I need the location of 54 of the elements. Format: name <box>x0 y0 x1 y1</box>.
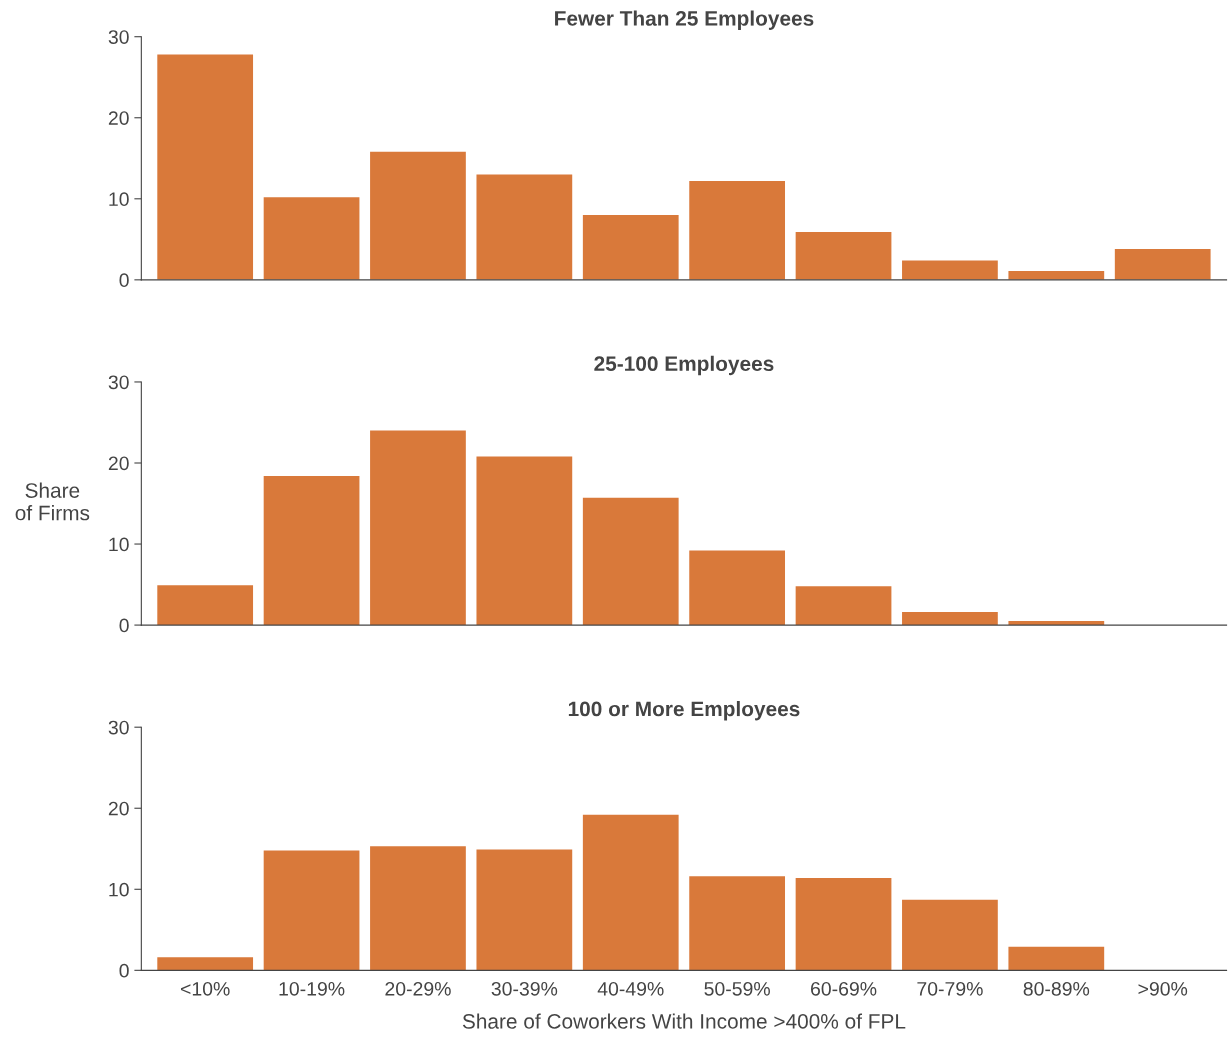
y-tick-label: 20 <box>108 456 129 471</box>
bar <box>1114 249 1211 280</box>
y-tick-label: 10 <box>109 537 129 552</box>
chart-title: 100 or More Employees <box>568 700 800 721</box>
bar <box>582 814 679 971</box>
bar <box>157 957 254 971</box>
y-axis-title: Share of Firms <box>15 482 90 521</box>
y-tick-label: 30 <box>108 720 129 735</box>
bar <box>1008 946 1105 971</box>
bar <box>263 197 360 280</box>
bar <box>795 877 892 971</box>
bar <box>263 850 360 971</box>
x-tick-label: 80-89% <box>1023 981 1090 996</box>
x-tick-label: 70-79% <box>917 981 983 996</box>
bar <box>157 585 254 626</box>
y-tick-label: 0 <box>119 963 129 978</box>
x-tick-label: 10-19% <box>279 981 345 996</box>
bar <box>1008 270 1105 280</box>
x-tick-label: 40-49% <box>597 981 664 996</box>
y-tick-label: 20 <box>108 111 129 125</box>
bar <box>370 151 466 280</box>
bar <box>370 430 466 626</box>
bar <box>902 899 998 971</box>
bar <box>476 456 573 626</box>
bar <box>582 215 679 280</box>
y-tick-label: 20 <box>108 801 129 816</box>
y-tick-label: 0 <box>119 273 129 288</box>
bar <box>689 876 786 971</box>
bar <box>902 612 998 626</box>
bar <box>689 550 786 626</box>
bar <box>370 846 466 971</box>
x-tick-label: 60-69% <box>811 981 877 996</box>
bar <box>902 260 998 280</box>
x-axis-title: Share of Coworkers With Income >400% of FPL <box>462 1013 906 1029</box>
bar <box>476 849 573 971</box>
bar <box>795 232 892 280</box>
y-tick-label: 10 <box>109 192 129 207</box>
bar <box>689 180 786 280</box>
bar <box>157 54 254 280</box>
x-tick-label: >90% <box>1138 981 1188 996</box>
y-tick-label: 30 <box>108 30 129 44</box>
chart-title: Fewer Than 25 Employees <box>555 10 814 30</box>
bar <box>795 586 892 626</box>
bar <box>263 475 360 626</box>
y-tick-label: 0 <box>119 618 129 633</box>
y-tick-label: 30 <box>108 375 129 390</box>
y-tick-label: 10 <box>109 882 129 897</box>
x-tick-label: 50-59% <box>704 981 770 996</box>
x-tick-label: 20-29% <box>385 981 451 996</box>
chart-title: 25-100 Employees <box>594 355 774 376</box>
x-tick-label: <10% <box>180 981 230 996</box>
x-tick-label: 30-39% <box>491 981 558 996</box>
bar <box>476 174 573 280</box>
bar <box>582 497 679 626</box>
